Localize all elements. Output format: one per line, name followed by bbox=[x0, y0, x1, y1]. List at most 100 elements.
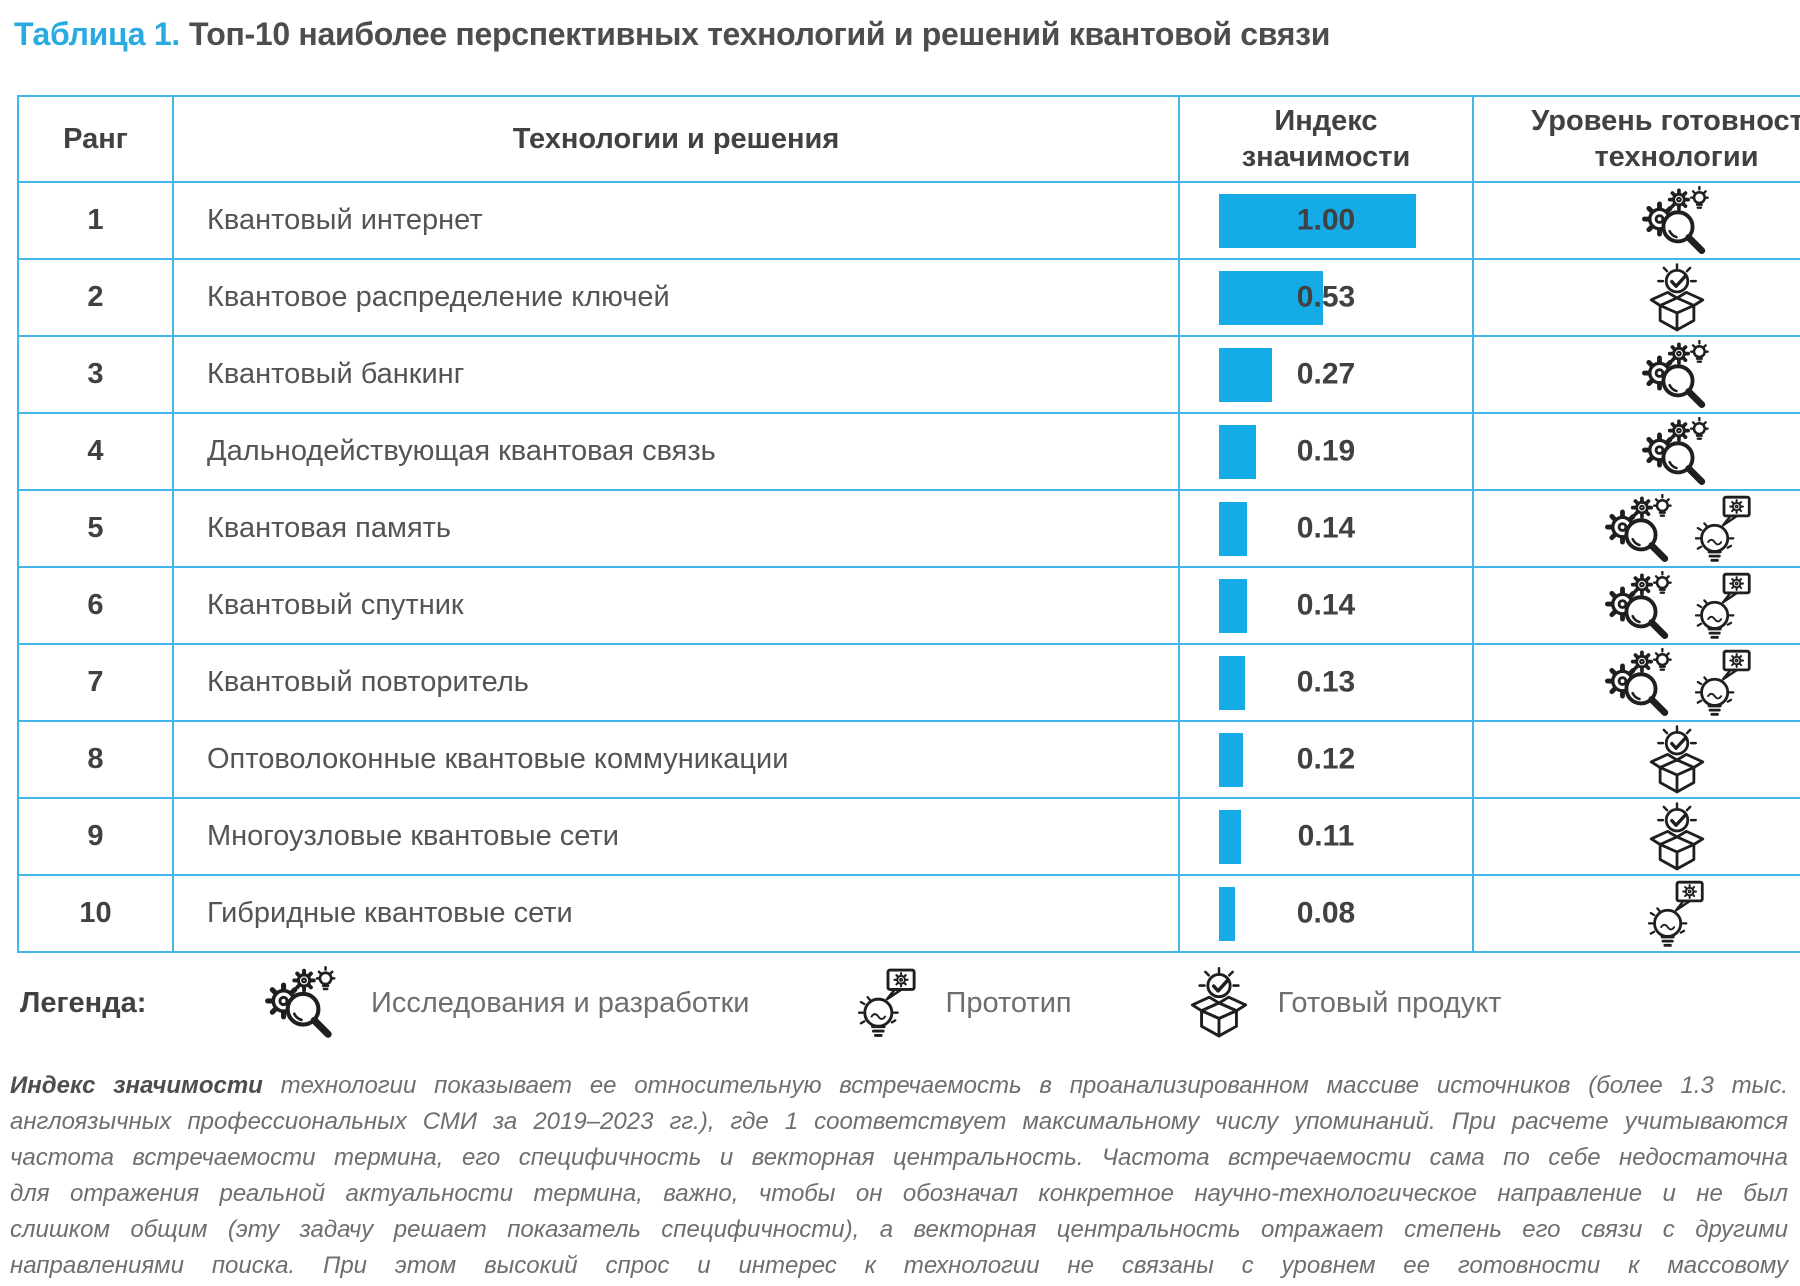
index-value: 0.14 bbox=[1296, 510, 1356, 544]
rank-cell: 4 bbox=[17, 412, 174, 491]
legend-title: Легенда: bbox=[20, 986, 147, 1019]
index-bar bbox=[1219, 270, 1323, 325]
index-bar bbox=[1219, 193, 1416, 248]
index-cell: 0.08 bbox=[1178, 874, 1474, 953]
technology-cell: Оптоволоконные квантовые коммуникации bbox=[172, 720, 1180, 799]
index-cell: 0.13 bbox=[1178, 643, 1474, 722]
prototype-icon bbox=[858, 967, 918, 1039]
readiness-cell bbox=[1472, 258, 1800, 337]
readiness-cell bbox=[1472, 412, 1800, 491]
prototype-icon bbox=[1648, 879, 1706, 949]
index-bar bbox=[1219, 809, 1241, 864]
table-row: 4 Дальнодействующая квантовая связь 0.19 bbox=[17, 412, 1800, 491]
index-bar bbox=[1219, 347, 1272, 402]
header-technology: Технологии и решения bbox=[172, 95, 1180, 183]
table-title-text: Топ-10 наиболее перспективных технологий… bbox=[188, 16, 1331, 52]
index-cell: 0.14 bbox=[1178, 489, 1474, 568]
legend-label: Прототип bbox=[945, 986, 1072, 1019]
index-value: 0.11 bbox=[1297, 818, 1355, 852]
rank-cell: 1 bbox=[17, 181, 174, 260]
header-readiness: Уровень готовности технологии bbox=[1472, 95, 1800, 183]
research-development-icon bbox=[261, 966, 343, 1040]
readiness-cell bbox=[1472, 335, 1800, 414]
footnote-term: Индекс значимости bbox=[10, 1072, 263, 1099]
research-development-icon bbox=[1601, 648, 1679, 718]
research-development-icon bbox=[1638, 186, 1716, 256]
legend-label: Готовый продукт bbox=[1277, 986, 1502, 1019]
readiness-cell bbox=[1472, 720, 1800, 799]
rank-cell: 9 bbox=[17, 797, 174, 876]
readiness-cell bbox=[1472, 643, 1800, 722]
index-bar bbox=[1219, 886, 1235, 941]
table-row: 9 Многоузловые квантовые сети 0.11 bbox=[17, 797, 1800, 876]
index-value: 0.08 bbox=[1296, 895, 1356, 929]
header-index: Индекс значимости bbox=[1178, 95, 1474, 183]
index-cell: 1.00 bbox=[1178, 181, 1474, 260]
technology-cell: Квантовый спутник bbox=[172, 566, 1180, 645]
rank-cell: 8 bbox=[17, 720, 174, 799]
page-title: Таблица 1. Топ-10 наиболее перспективных … bbox=[14, 16, 1330, 53]
index-bar bbox=[1219, 578, 1247, 633]
rank-cell: 5 bbox=[17, 489, 174, 568]
readiness-cell bbox=[1472, 489, 1800, 568]
index-bar bbox=[1219, 424, 1256, 479]
index-cell: 0.14 bbox=[1178, 566, 1474, 645]
technology-cell: Дальнодействующая квантовая связь bbox=[172, 412, 1180, 491]
index-value: 0.14 bbox=[1296, 587, 1356, 621]
legend-label: Исследования и разработки bbox=[371, 986, 750, 1019]
technology-cell: Квантовая память bbox=[172, 489, 1180, 568]
index-value: 0.53 bbox=[1296, 279, 1356, 313]
legend-item: Прототип bbox=[850, 967, 1072, 1039]
index-bar bbox=[1219, 655, 1245, 710]
rank-cell: 6 bbox=[17, 566, 174, 645]
research-development-icon bbox=[1638, 340, 1716, 410]
table-row: 5 Квантовая память 0.14 bbox=[17, 489, 1800, 568]
header-rank: Ранг bbox=[17, 95, 174, 183]
prototype-icon bbox=[1695, 571, 1753, 641]
legend: Легенда: Исследования и разработки Прототи… bbox=[20, 948, 1784, 1058]
readiness-cell bbox=[1472, 181, 1800, 260]
technology-cell: Квантовый повторитель bbox=[172, 643, 1180, 722]
rank-cell: 2 bbox=[17, 258, 174, 337]
index-value: 0.27 bbox=[1296, 356, 1356, 390]
prototype-icon bbox=[1695, 648, 1753, 718]
index-cell: 0.19 bbox=[1178, 412, 1474, 491]
index-value: 1.00 bbox=[1296, 202, 1356, 236]
index-cell: 0.11 bbox=[1178, 797, 1474, 876]
table-header-row: Ранг Технологии и решения Индекс значимо… bbox=[17, 95, 1800, 183]
table-row: 2 Квантовое распределение ключей 0.53 bbox=[17, 258, 1800, 337]
table-row: 6 Квантовый спутник 0.14 bbox=[17, 566, 1800, 645]
readiness-cell bbox=[1472, 874, 1800, 953]
table-row: 1 Квантовый интернет 1.00 bbox=[17, 181, 1800, 260]
index-cell: 0.53 bbox=[1178, 258, 1474, 337]
ready-product-icon bbox=[1647, 725, 1707, 795]
top10-table: Ранг Технологии и решения Индекс значимо… bbox=[17, 95, 1800, 953]
technology-cell: Гибридные квантовые сети bbox=[172, 874, 1180, 953]
ready-product-icon bbox=[1647, 263, 1707, 333]
index-value: 0.12 bbox=[1296, 741, 1356, 775]
ready-product-icon bbox=[1647, 802, 1707, 872]
table-row: 3 Квантовый банкинг 0.27 bbox=[17, 335, 1800, 414]
research-development-icon bbox=[1638, 417, 1716, 487]
index-cell: 0.27 bbox=[1178, 335, 1474, 414]
index-bar bbox=[1219, 501, 1247, 556]
footnote-segment: технологии показывает ее относительную в… bbox=[10, 1072, 1788, 1279]
table-row: 7 Квантовый повторитель 0.13 bbox=[17, 643, 1800, 722]
legend-item: Готовый продукт bbox=[1180, 967, 1502, 1039]
footnote-text: Индекс значимости технологии показывает … bbox=[10, 1068, 1788, 1286]
technology-cell: Квантовый банкинг bbox=[172, 335, 1180, 414]
research-development-icon bbox=[1601, 494, 1679, 564]
index-cell: 0.12 bbox=[1178, 720, 1474, 799]
technology-cell: Квантовый интернет bbox=[172, 181, 1180, 260]
ready-product-icon bbox=[1188, 967, 1250, 1039]
table-row: 8 Оптоволоконные квантовые коммуникации 0.… bbox=[17, 720, 1800, 799]
index-bar bbox=[1219, 732, 1243, 787]
table-row: 10 Гибридные квантовые сети 0.08 bbox=[17, 874, 1800, 953]
readiness-cell bbox=[1472, 566, 1800, 645]
rank-cell: 7 bbox=[17, 643, 174, 722]
table-number-label: Таблица 1. bbox=[14, 16, 180, 52]
rank-cell: 10 bbox=[17, 874, 174, 953]
index-value: 0.13 bbox=[1296, 664, 1356, 698]
prototype-icon bbox=[1695, 494, 1753, 564]
